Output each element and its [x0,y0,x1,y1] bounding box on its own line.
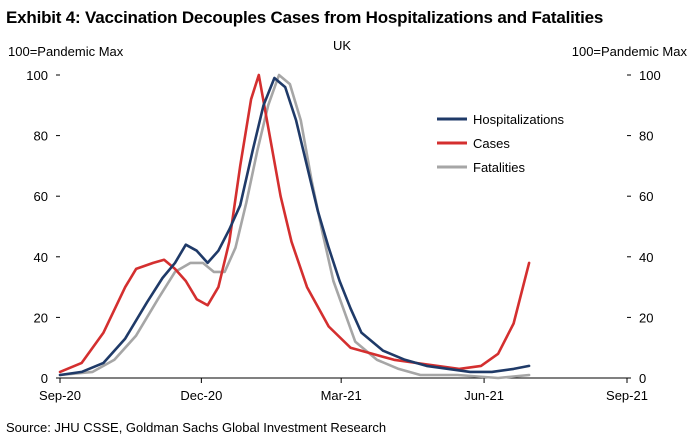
series-line-fatalities [58,73,531,380]
line-chart: UK 100=Pandemic Max 100=Pandemic Max 0 0 2… [8,38,688,403]
x-tick-label: Jun-21 [464,388,504,403]
series-lines [58,73,531,380]
legend-label-fatalities: Fatalities [473,160,526,175]
chart-subtitle: UK [333,38,351,53]
y-tick-label-left: 0 [41,371,48,386]
y-tick-label-left: 20 [34,310,48,325]
y-tick-label-right: 60 [639,189,653,204]
source-note: Source: JHU CSSE, Goldman Sachs Global I… [6,420,387,435]
x-tick-label: Dec-20 [180,388,222,403]
legend-label-cases: Cases [473,136,510,151]
y-tick-label-left: 60 [34,189,48,204]
x-tick-label: Sep-20 [39,388,81,403]
x-tick-label: Sep-21 [606,388,648,403]
x-tick-label: Mar-21 [321,388,362,403]
legend-label-hospitalizations: Hospitalizations [473,112,565,127]
legend: Hospitalizations Cases Fatalities [437,112,565,175]
y-tick-label-left: 80 [34,129,48,144]
y-tick-label-right: 80 [639,129,653,144]
y-tick-label-right: 0 [639,371,646,386]
right-axis-label: 100=Pandemic Max [572,44,688,59]
y-tick-label-left: 40 [34,250,48,265]
axes: 0 0 20 20 40 40 60 60 80 80 100 100 Sep-20 Dec-20 Mar-… [26,68,660,403]
y-tick-label-left: 100 [26,68,48,83]
y-tick-label-right: 40 [639,250,653,265]
left-axis-label: 100=Pandemic Max [8,44,124,59]
y-tick-label-right: 100 [639,68,661,83]
series-line-hospitalizations [58,76,531,377]
y-tick-label-right: 20 [639,310,653,325]
chart-title: Exhibit 4: Vaccination Decouples Cases f… [6,8,604,27]
series-line-cases [58,73,531,374]
